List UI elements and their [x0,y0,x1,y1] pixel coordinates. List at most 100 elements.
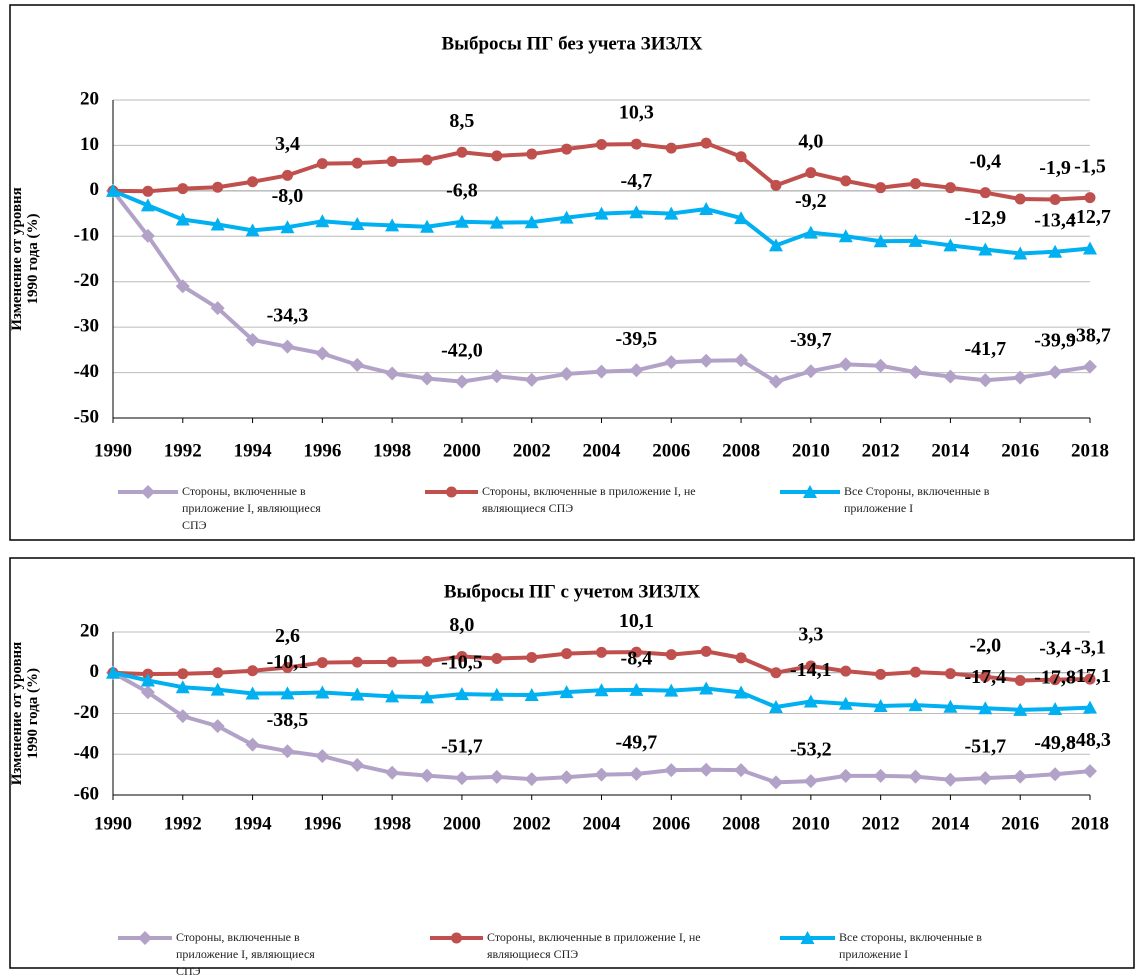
data-point [978,701,993,715]
x-tick-label: 2008 [722,813,760,834]
y-tick-label: 0 [90,179,100,200]
data-point [212,667,224,679]
data-label: -51,7 [441,736,483,758]
chart-title: Выбросы ПГ без учета ЗИЗЛХ [441,33,702,54]
data-point [664,206,679,220]
data-point [350,687,365,701]
data-point [734,763,749,778]
data-point [175,212,190,226]
data-point [1013,769,1028,784]
data-point [559,366,574,381]
data-point [735,652,747,664]
data-point [559,685,574,699]
data-label: -34,3 [267,304,309,326]
data-point [247,665,259,677]
data-point [735,151,747,163]
data-label: -9,2 [795,190,827,212]
data-point [1013,370,1028,385]
data-point [524,772,539,787]
y-tick-label: -30 [74,316,99,337]
data-point [140,673,155,687]
data-label: -38,7 [1069,324,1111,346]
data-point [838,357,853,372]
data-point [840,665,852,677]
data-point [315,685,330,699]
data-label: -2,0 [969,634,1001,656]
data-point [210,217,225,231]
data-point [630,646,642,658]
legend-label: Все стороны, включенные в приложение I [839,930,982,961]
x-tick-label: 1992 [164,440,202,461]
data-point [803,694,818,708]
data-point [489,215,504,229]
data-label: -10,1 [267,651,309,673]
data-point [210,682,225,696]
x-tick-label: 2002 [513,440,551,461]
data-point [1084,192,1096,204]
data-point [140,228,155,243]
y-tick-label: -40 [74,743,99,764]
data-point [210,719,225,734]
data-point [803,225,818,239]
y-tick-label: -20 [74,702,99,723]
data-label: 10,3 [619,102,654,124]
data-point [245,332,260,347]
data-point [700,645,712,657]
data-point [700,137,712,149]
data-label: 10,1 [619,610,654,632]
data-point [420,219,435,233]
data-point [315,214,330,228]
data-label: -17,4 [964,666,1006,688]
data-point [908,698,923,712]
data-point [803,774,818,789]
data-label: -4,7 [621,170,653,192]
data-point [175,279,190,294]
data-point [770,667,782,679]
data-point [840,175,852,187]
data-label: -1,5 [1074,155,1106,177]
data-label: -6,8 [446,179,478,201]
chart-frame [9,4,1135,541]
data-point [489,369,504,384]
data-label: -39,5 [616,328,658,350]
data-point [805,167,817,179]
x-tick-label: 1996 [303,813,341,834]
data-point [175,680,190,694]
data-point [629,682,644,696]
data-point [524,687,539,701]
data-point [944,668,956,680]
data-point [420,371,435,386]
x-tick-label: 2012 [862,440,900,461]
data-point [943,238,958,252]
data-point [873,234,888,248]
data-point [351,157,363,169]
legend-label: Все Стороны, включенные в приложение I [844,484,990,515]
x-tick-label: 2014 [931,440,970,461]
data-point [1048,365,1063,380]
data-point [386,155,398,167]
data-point [454,687,469,701]
data-point [280,339,295,354]
data-label: -39,7 [790,329,832,351]
data-point [594,683,609,697]
data-point [421,655,433,667]
data-point [316,657,328,669]
data-label: -12,9 [964,207,1006,229]
data-point [106,665,120,679]
data-point [664,683,679,697]
y-axis-label: Изменение от уровня1990 года (%) [9,187,41,331]
x-tick-label: 1992 [164,813,202,834]
data-point [838,696,853,710]
data-point [1083,764,1097,779]
data-point [978,771,993,786]
data-point [385,366,400,381]
data-point [1083,700,1097,714]
x-tick-label: 2004 [583,813,622,834]
data-point [1013,702,1028,716]
x-tick-label: 2010 [792,440,830,461]
data-point [1048,702,1063,716]
data-point [943,369,958,384]
x-tick-label: 2008 [722,440,760,461]
chart-frame [9,557,1135,969]
y-axis-label-line: Изменение от уровня [9,187,25,331]
